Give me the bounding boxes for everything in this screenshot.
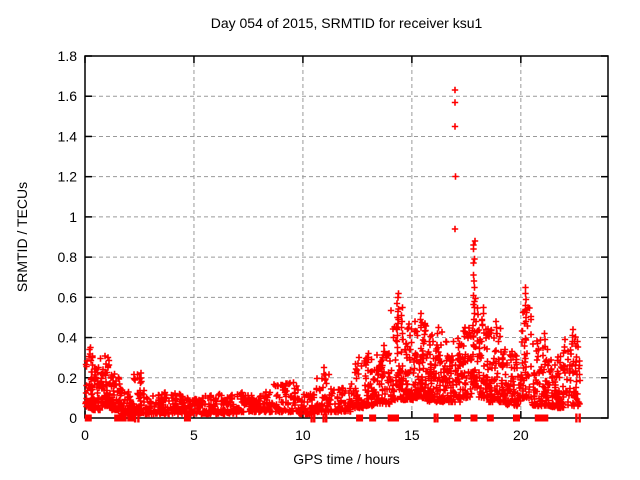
y-tick-label: 1.2 [58, 169, 78, 185]
x-tick-label: 0 [81, 427, 89, 443]
x-tick-label: 15 [404, 427, 420, 443]
chart-title: Day 054 of 2015, SRMTID for receiver ksu… [210, 15, 483, 31]
y-axis-label: SRMTID / TECUs [14, 181, 30, 293]
x-tick-label: 10 [295, 427, 311, 443]
y-tick-label: 0.6 [58, 289, 78, 305]
y-tick-label: 1 [69, 209, 77, 225]
x-tick-label: 5 [190, 427, 198, 443]
y-tick-label: 1.6 [58, 88, 78, 104]
y-tick-label: 0.8 [58, 249, 78, 265]
tick-labels: 0 5 10 15 20 0 0.2 0.4 0.6 0.8 1 1.2 1.4 1.6 1.8 [58, 48, 529, 443]
plot-border [84, 55, 609, 419]
zero-value-markers [84, 413, 581, 423]
data-points [82, 86, 584, 418]
y-tick-label: 1.4 [58, 128, 78, 144]
x-axis-label: GPS time / hours [293, 451, 400, 467]
axis-ticks [84, 55, 608, 419]
y-tick-label: 0.4 [58, 330, 78, 346]
y-tick-label: 0 [69, 410, 77, 426]
grid-lines [85, 56, 608, 418]
y-tick-label: 0.2 [58, 370, 78, 386]
y-tick-label: 1.8 [58, 48, 78, 64]
x-tick-label: 20 [513, 427, 529, 443]
